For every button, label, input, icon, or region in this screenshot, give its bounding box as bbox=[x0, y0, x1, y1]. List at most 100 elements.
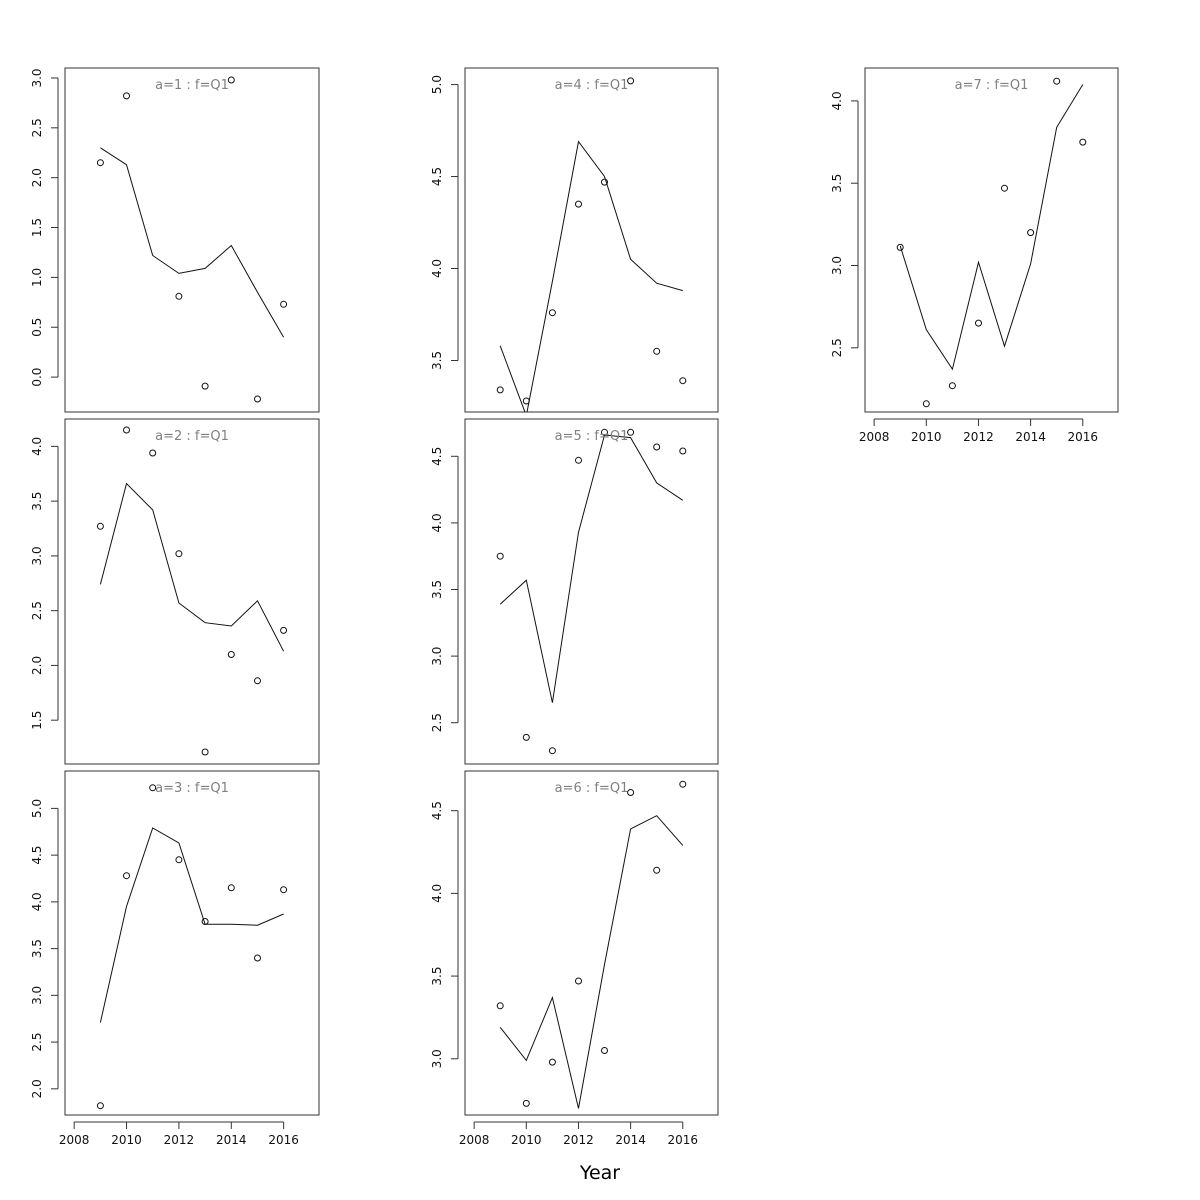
panel-7-y-tick-label: 3.5 bbox=[830, 174, 844, 193]
panel-6-data-point bbox=[601, 1047, 608, 1054]
panel-1-y-tick-label: 0.0 bbox=[30, 368, 44, 387]
panel-3: 2.0 2.5 3.0 3.5 4.0 4.5 5.0 2008 2010 2012 2014 201… bbox=[30, 770, 320, 1147]
panel-1-frame bbox=[64, 67, 320, 413]
panel-1-data-point bbox=[175, 292, 183, 300]
panel-6-data-point bbox=[522, 1099, 530, 1107]
panel-6-x-tick-label: 2010 bbox=[511, 1133, 542, 1147]
panel-1-data-point bbox=[254, 395, 261, 403]
panel-2-y-tick-label: 4.0 bbox=[30, 437, 44, 456]
panel-2-data-point bbox=[254, 677, 261, 685]
panel-6-data-point bbox=[679, 780, 687, 788]
panel-7-y-tick-label: 4.0 bbox=[830, 91, 844, 110]
panel-4-y-tick-label: 4.0 bbox=[430, 259, 444, 278]
panel-5-data-point bbox=[575, 456, 582, 464]
panel-2-data-point bbox=[149, 449, 157, 457]
panel-7-data-point bbox=[922, 400, 930, 408]
panel-4-data-point bbox=[575, 200, 582, 208]
panel-3-x-tick-label: 2012 bbox=[164, 1133, 195, 1147]
panel-3-y-tick-label: 3.0 bbox=[30, 986, 44, 1005]
panel-5-y-tick-label: 4.5 bbox=[430, 447, 444, 466]
panel-3-x-tick-label: 2010 bbox=[111, 1133, 142, 1147]
panel-2-data-point bbox=[96, 522, 104, 530]
panel-6-data-point bbox=[496, 1002, 504, 1010]
panel-1-data-point bbox=[227, 76, 235, 84]
panel-7: 2.5 3.0 3.5 4.0 2008 2010 2012 2014 2016 a=7 : f=… bbox=[830, 67, 1119, 444]
panel-7-data-point bbox=[975, 319, 982, 327]
panel-3-y-tick-label: 4.5 bbox=[30, 846, 44, 865]
panel-4-data-point bbox=[601, 178, 608, 186]
panel-6-x-tick-label: 2012 bbox=[563, 1133, 594, 1147]
panel-3-data-point bbox=[175, 856, 183, 864]
panel-3-y-tick-label: 3.5 bbox=[30, 939, 44, 958]
panel-7-x-tick-label: 2014 bbox=[1015, 430, 1046, 444]
panel-3-x-tick-label: 2008 bbox=[59, 1133, 90, 1147]
panel-2-y-tick-label: 2.0 bbox=[30, 656, 44, 675]
panel-5-y-tick-label: 3.5 bbox=[430, 580, 444, 599]
panel-4-title: a=4 : f=Q1 bbox=[555, 78, 629, 93]
panel-7-fitted-line bbox=[899, 84, 1084, 371]
panel-3-data-point bbox=[280, 886, 288, 894]
panel-5-data-point bbox=[548, 747, 556, 755]
panel-7-y-tick-label: 2.5 bbox=[830, 338, 844, 357]
panel-1-y-tick-label: 1.5 bbox=[30, 218, 44, 237]
panel-6-y-tick-label: 3.5 bbox=[430, 967, 444, 986]
panel-3-y-tick-label: 4.0 bbox=[30, 892, 44, 911]
panel-6-data-point bbox=[548, 1058, 556, 1066]
panel-4-y-tick-label: 3.5 bbox=[430, 351, 444, 370]
panel-2-data-point bbox=[201, 748, 209, 756]
panel-6-frame bbox=[464, 770, 719, 1116]
panel-7-data-point bbox=[1053, 77, 1061, 85]
panel-7-title: a=7 : f=Q1 bbox=[955, 78, 1029, 93]
panel-6-data-point bbox=[575, 977, 582, 985]
panel-4-data-point bbox=[653, 347, 661, 355]
panel-7-data-point bbox=[1027, 229, 1035, 237]
panel-3-data-point bbox=[149, 784, 157, 792]
panel-2-frame bbox=[64, 418, 320, 765]
panel-1-data-point bbox=[96, 159, 104, 167]
panel-7-plot-area bbox=[896, 77, 1087, 408]
panel-5-plot-area bbox=[496, 428, 687, 755]
panel-3-y-tick-label: 2.0 bbox=[30, 1079, 44, 1098]
panel-5-title: a=5 : f=Q1 bbox=[555, 429, 629, 444]
panel-2-plot-area bbox=[96, 426, 288, 756]
panel-2-y-tick-label: 3.5 bbox=[30, 492, 44, 511]
panel-3-x-tick-label: 2016 bbox=[268, 1133, 299, 1147]
panel-1-title: a=1 : f=Q1 bbox=[155, 78, 229, 93]
panel-1-y-tick-label: 2.0 bbox=[30, 168, 44, 187]
panel-5-data-point bbox=[522, 733, 530, 741]
panel-7-x-tick-label: 2010 bbox=[911, 430, 942, 444]
panel-4-data-point bbox=[522, 397, 530, 405]
panel-1-fitted-line bbox=[100, 147, 285, 338]
panel-1-y-tick-label: 3.0 bbox=[30, 68, 44, 87]
panel-3-fitted-line bbox=[99, 827, 284, 1023]
panel-5-data-point bbox=[496, 552, 504, 560]
panel-5-data-point bbox=[653, 443, 661, 451]
panel-1-plot-area bbox=[96, 76, 288, 403]
panel-4-frame bbox=[464, 67, 719, 413]
panel-1-y-tick-label: 0.5 bbox=[30, 318, 44, 337]
panel-3-plot-area bbox=[96, 784, 288, 1110]
panel-3-data-point bbox=[227, 884, 235, 892]
panel-1: 0.0 0.5 1.0 1.5 2.0 2.5 3.0 a=1 : f=Q1 bbox=[30, 67, 320, 413]
panel-6-data-point bbox=[653, 866, 661, 874]
panel-6-y-tick-label: 4.0 bbox=[430, 884, 444, 903]
panel-1-data-point bbox=[280, 300, 288, 308]
panel-1-data-point bbox=[123, 92, 130, 100]
panel-7-x-tick-label: 2016 bbox=[1068, 430, 1099, 444]
panel-6-x-tick-label: 2016 bbox=[668, 1133, 699, 1147]
panel-5-y-tick-label: 4.0 bbox=[430, 513, 444, 532]
panel-2-fitted-line bbox=[99, 482, 285, 652]
panel-6-y-tick-label: 3.0 bbox=[430, 1049, 444, 1068]
panel-5-data-point bbox=[679, 447, 687, 455]
panel-4-fitted-line bbox=[499, 140, 683, 412]
panel-7-data-point bbox=[948, 382, 956, 390]
panel-4-y-tick-label: 5.0 bbox=[430, 75, 444, 94]
panel-2-data-point bbox=[227, 651, 235, 658]
panel-3-y-tick-label: 2.5 bbox=[30, 1033, 44, 1052]
panel-6-fitted-line bbox=[499, 815, 684, 1109]
panel-2-y-tick-label: 2.5 bbox=[30, 601, 44, 620]
panel-5-y-tick-label: 3.0 bbox=[430, 647, 444, 666]
panel-5-y-tick-label: 2.5 bbox=[430, 713, 444, 732]
panel-4-y-tick-label: 4.5 bbox=[430, 167, 444, 186]
panel-5-fitted-line bbox=[499, 434, 684, 703]
